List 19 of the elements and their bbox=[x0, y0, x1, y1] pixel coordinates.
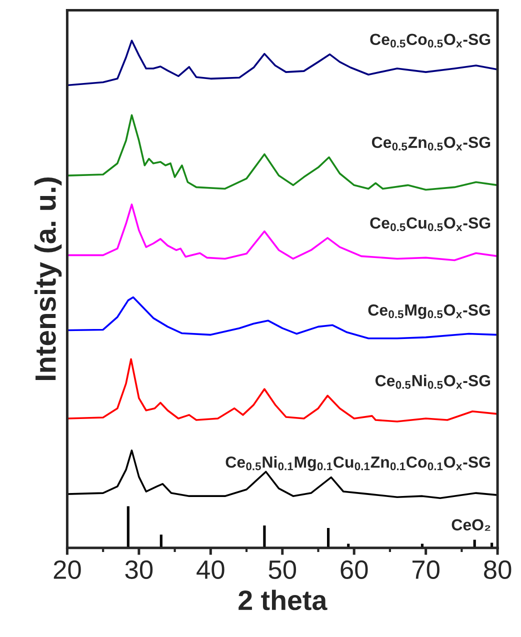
x-tick-label: 20 bbox=[54, 560, 81, 580]
y-axis-title: Intensity (a. u.) bbox=[34, 178, 62, 380]
x-tick-label: 80 bbox=[484, 560, 512, 580]
series-label: Ce$_{0.5}$Co$_{0.5}$O$_{x}$-SG bbox=[370, 34, 490, 48]
x-tick-label: 40 bbox=[196, 560, 224, 580]
bar bbox=[126, 506, 130, 548]
text: Ce$_{0.5}$Ni$_{0.1}$Mg$_{0.1}$Cu$_{0.1}$Zn$_{0.1}$Co$_{0.1}$O$_{x}$-SG bbox=[226, 456, 490, 472]
x-tick-label: 70 bbox=[412, 560, 440, 580]
text: Ce$_{0.5}$Zn$_{0.5}$O$_{x}$-SG bbox=[372, 136, 490, 150]
series-label: Ce$_{0.5}$Cu$_{0.5}$O$_{x}$-SG bbox=[370, 217, 490, 232]
x-tick-label: 30 bbox=[125, 560, 153, 580]
x-tick-label: 50 bbox=[268, 560, 296, 580]
bar bbox=[263, 526, 266, 548]
x-tick-label: 60 bbox=[340, 560, 368, 580]
bar bbox=[326, 528, 330, 548]
series-label: Ce$_{0.5}$Ni$_{0.5}$O$_{x}$-SG bbox=[375, 374, 490, 389]
x-axis-title: 2 theta bbox=[238, 590, 328, 610]
series-label: Ce$_{0.5}$Mg$_{0.5}$O$_{x}$-SG bbox=[368, 304, 490, 319]
series-label: CeO₂ bbox=[452, 519, 490, 531]
